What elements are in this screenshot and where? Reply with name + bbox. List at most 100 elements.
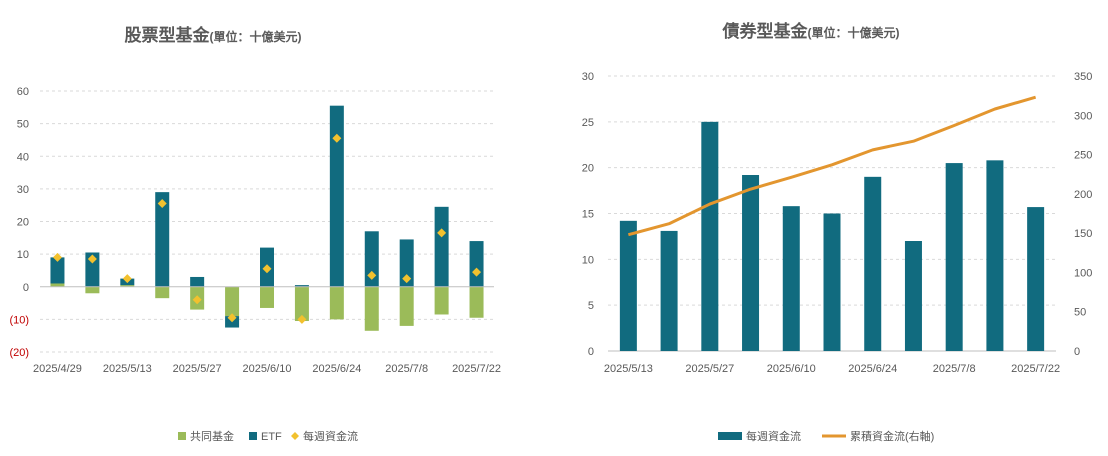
bar-etf [155,192,170,287]
bar-weekly-flow [701,121,719,351]
bar-etf [364,231,379,287]
chart-title-unit: (單位：十億美元) [808,25,900,40]
bar-weekly-flow [660,230,678,351]
x-tick-label: 2025/7/22 [1011,363,1060,375]
bar-weekly-flow [619,220,637,351]
bar-mutual-fund [225,286,240,317]
y-tick-label: 0 [23,282,29,294]
weekly-flow-marker [437,228,447,238]
bar-etf [399,239,414,287]
x-tick-label: 2025/5/27 [173,363,222,375]
bar-mutual-fund [399,286,414,326]
y-tick-label: (20) [9,347,29,359]
legend: 每週資金流 累積資金流(右軸) [718,429,934,443]
y-tick-label: (10) [9,314,29,326]
chart-title-main: 債券型基金 [722,21,809,41]
y-tick-label: 15 [582,209,594,221]
legend-label-weekly-flow: 每週資金流 [303,429,358,443]
bar-mutual-fund [85,286,100,294]
weekly-flow-marker [122,274,132,284]
y-tick-label: 20 [582,163,594,175]
y-tick-label: 5 [588,300,594,312]
weekly-flow-marker [262,264,272,274]
legend-swatch-etf [249,432,257,440]
x-tick-label: 2025/5/13 [604,363,653,375]
bar-etf [50,257,65,284]
y-tick-label: 10 [582,254,594,266]
x-tick-label: 2025/6/24 [848,363,897,375]
bar-etf [329,105,344,287]
legend-label-weekly-flow: 每週資金流 [746,429,801,443]
bar-etf [434,206,449,287]
weekly-flow-marker [192,295,202,305]
y-tick-label: 40 [17,151,29,163]
bar-mutual-fund [469,286,484,318]
bar-etf [85,252,100,287]
cumulative-flow-line [627,95,1037,237]
y-tick-label: 60 [17,86,29,98]
weekly-flow-marker [367,270,377,280]
weekly-flow-marker [297,314,307,324]
y-tick-label: 10 [17,249,29,261]
x-tick-label: 2025/6/24 [312,363,361,375]
x-tick-label: 2025/7/8 [933,363,976,375]
y-tick-label: 25 [582,117,594,129]
y2-tick-label: 0 [1074,346,1080,358]
x-tick-label: 2025/5/27 [685,363,734,375]
x-tick-label: 2025/7/8 [385,363,428,375]
bar-weekly-flow [782,206,800,351]
weekly-flow-marker [332,133,342,143]
y-tick-label: 50 [17,119,29,131]
legend-label-cumulative: 累積資金流(右軸) [850,429,934,443]
bond-fund-chart: 債券型基金(單位：十億美元)05101520253005010015020025… [582,21,1093,443]
bar-weekly-flow [945,163,963,351]
bar-mutual-fund [120,285,135,287]
y-tick-label: 0 [588,346,594,358]
bar-mutual-fund [329,286,344,320]
weekly-flow-marker [52,252,62,262]
chart-title-unit: (單位：十億美元) [210,29,302,44]
x-tick-label: 2025/6/10 [243,363,292,375]
y2-tick-label: 50 [1074,307,1086,319]
y-tick-label: 20 [17,217,29,229]
legend-label-etf: ETF [261,431,282,443]
bar-mutual-fund [260,286,274,308]
bar-weekly-flow [864,176,882,351]
bar-etf [469,241,484,287]
bar-weekly-flow [823,213,841,351]
y2-tick-label: 200 [1074,189,1092,201]
chart-title-main: 股票型基金 [125,25,211,45]
weekly-flow-marker [472,267,482,277]
weekly-flow-marker [157,199,167,209]
bar-mutual-fund [364,286,379,331]
weekly-flow-marker [87,254,97,264]
legend-swatch-mutual-fund [178,432,186,440]
legend-swatch-weekly-flow [718,432,742,440]
chart-title: 債券型基金(單位：十億美元) [722,21,900,41]
y2-tick-label: 300 [1074,110,1092,122]
bar-etf [190,276,205,287]
y2-tick-label: 350 [1074,71,1092,83]
bar-weekly-flow [904,241,922,351]
x-tick-label: 2025/4/29 [33,363,82,375]
bar-etf [294,285,309,287]
legend-label-mutual-fund: 共同基金 [190,429,234,443]
x-tick-label: 2025/5/13 [103,363,152,375]
weekly-flow-marker [227,313,237,323]
legend-swatch-weekly-flow [291,432,299,440]
y-tick-label: 30 [582,71,594,83]
chart-title: 股票型基金(單位：十億美元) [125,25,302,45]
x-tick-label: 2025/7/22 [452,363,501,375]
bar-mutual-fund [434,286,449,315]
y-tick-label: 30 [17,184,29,196]
bar-weekly-flow [986,160,1004,351]
bar-mutual-fund [155,286,170,299]
y2-tick-label: 150 [1074,228,1092,240]
bar-weekly-flow [1027,207,1045,351]
y2-tick-label: 250 [1074,150,1092,162]
x-tick-label: 2025/6/10 [767,363,816,375]
bar-weekly-flow [742,175,760,351]
y2-tick-label: 100 [1074,267,1092,279]
legend: 共同基金 ETF 每週資金流 [178,429,358,443]
